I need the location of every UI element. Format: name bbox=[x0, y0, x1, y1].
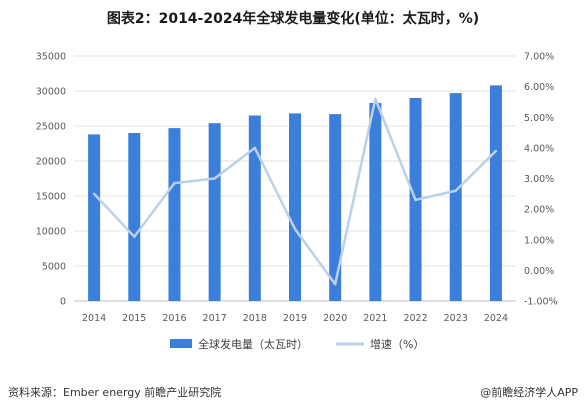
line-point bbox=[213, 177, 216, 180]
left-axis-tick-label: 30000 bbox=[36, 87, 66, 98]
line-point bbox=[173, 181, 176, 185]
x-axis-tick-label: 2018 bbox=[243, 313, 267, 324]
line-point bbox=[92, 192, 96, 196]
left-axis-tick-label: 5000 bbox=[42, 262, 66, 273]
bar bbox=[329, 114, 342, 301]
x-axis-ticks: 2014 2015 2016 2017 2018 2019 2020 2021 2022 2023… bbox=[82, 313, 508, 324]
bar bbox=[168, 128, 181, 301]
x-axis-tick-label: 2020 bbox=[323, 313, 347, 324]
legend-bar-swatch bbox=[170, 339, 192, 348]
line-series bbox=[92, 97, 498, 286]
right-axis-tick-label: -1.00% bbox=[524, 297, 558, 308]
line-point bbox=[293, 227, 297, 231]
source-note: 资料来源：Ember energy 前瞻产业研究院 bbox=[8, 386, 222, 399]
right-axis-tick-label: 2.00% bbox=[524, 205, 554, 216]
chart-title: 图表2：2014-2024年全球发电量变化(单位：太瓦时，%) bbox=[106, 11, 480, 27]
legend-bar-label: 全球发电量（太瓦时） bbox=[198, 337, 308, 351]
line-point bbox=[333, 282, 337, 286]
line-point bbox=[253, 146, 257, 150]
x-axis-tick-label: 2015 bbox=[122, 313, 146, 324]
line-point bbox=[374, 97, 377, 101]
right-axis-tick-label: 1.00% bbox=[524, 235, 554, 246]
left-axis-tick-label: 20000 bbox=[36, 157, 66, 168]
x-axis-tick-label: 2014 bbox=[82, 313, 106, 324]
x-axis-tick-label: 2016 bbox=[162, 313, 186, 324]
right-axis-ticks: -1.00% 0.00% 1.00% 2.00% 3.00% 4.00% 5.00% 6.00… bbox=[524, 52, 558, 308]
line-point bbox=[454, 189, 457, 192]
left-axis-tick-label: 10000 bbox=[36, 227, 66, 238]
left-axis-tick-label: 35000 bbox=[36, 52, 66, 63]
right-axis-tick-label: 7.00% bbox=[524, 52, 554, 63]
line-point bbox=[494, 149, 498, 153]
bar bbox=[208, 123, 221, 301]
bar bbox=[128, 133, 141, 301]
x-axis-tick-label: 2019 bbox=[283, 313, 307, 324]
x-axis-tick-label: 2021 bbox=[363, 313, 387, 324]
legend: 全球发电量（太瓦时） 增速（%） bbox=[170, 337, 424, 351]
bar bbox=[88, 134, 101, 301]
right-axis-tick-label: 3.00% bbox=[524, 174, 554, 185]
x-axis-tick-label: 2017 bbox=[203, 313, 227, 324]
x-axis-tick-label: 2022 bbox=[403, 313, 427, 324]
right-axis-tick-label: 0.00% bbox=[524, 266, 554, 277]
left-axis-tick-label: 0 bbox=[60, 297, 66, 308]
left-axis-tick-label: 25000 bbox=[36, 122, 66, 133]
bar bbox=[289, 113, 301, 302]
left-axis-tick-label: 15000 bbox=[36, 192, 66, 203]
line-point bbox=[133, 235, 136, 238]
right-axis-tick-label: 4.00% bbox=[524, 143, 554, 154]
line-point bbox=[414, 198, 417, 202]
brand-credit: @前瞻经济学人APP bbox=[480, 386, 578, 399]
bar bbox=[369, 102, 382, 302]
x-axis-tick-label: 2024 bbox=[484, 313, 508, 324]
x-axis-tick-label: 2023 bbox=[444, 313, 468, 324]
left-axis-ticks: 0 5000 10000 15000 20000 25000 30000 35000 bbox=[36, 52, 66, 308]
right-axis-tick-label: 5.00% bbox=[524, 113, 554, 124]
legend-line-label: 增速（%） bbox=[370, 337, 424, 351]
bar-series bbox=[88, 85, 502, 302]
right-axis-tick-label: 6.00% bbox=[524, 82, 554, 93]
bar bbox=[489, 85, 502, 302]
bar bbox=[449, 93, 462, 301]
bar bbox=[248, 115, 261, 301]
